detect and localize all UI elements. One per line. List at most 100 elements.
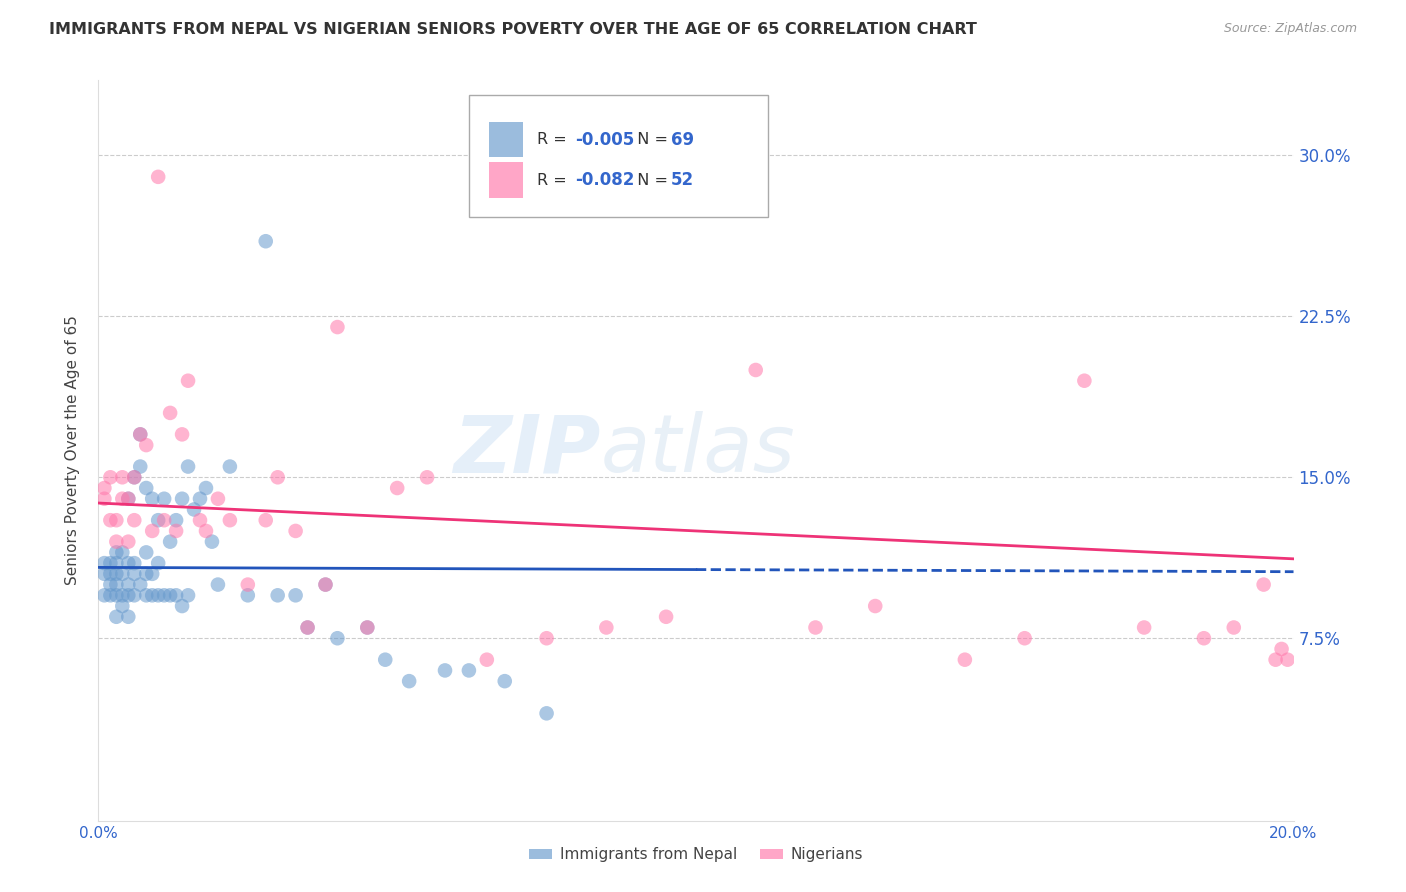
Text: 52: 52 [671,171,695,189]
Point [494,674,516,689]
Point [458,664,481,678]
Point [124,556,146,570]
Point [111,599,134,613]
Point [385,481,409,495]
Point [219,459,242,474]
Point [207,491,229,506]
Point [284,588,307,602]
Text: -0.082: -0.082 [575,171,634,189]
Point [93,588,115,602]
Point [315,577,337,591]
Point [105,566,128,581]
Point [475,653,498,667]
Point [165,588,187,602]
Text: IMMIGRANTS FROM NEPAL VS NIGERIAN SENIORS POVERTY OVER THE AGE OF 65 CORRELATION: IMMIGRANTS FROM NEPAL VS NIGERIAN SENIOR… [49,22,977,37]
Point [129,577,152,591]
Point [201,534,224,549]
Point [1073,374,1095,388]
FancyBboxPatch shape [470,95,768,218]
Point [111,566,134,581]
Point [111,545,134,559]
Point [315,577,337,591]
Point [105,609,128,624]
Point [236,588,259,602]
Point [745,363,768,377]
Point [398,674,420,689]
Point [148,556,170,570]
Text: 69: 69 [671,130,695,148]
Point [1277,653,1299,667]
Text: -0.005: -0.005 [575,130,634,148]
Point [195,524,218,538]
Point [284,524,307,538]
Point [111,491,134,506]
Point [129,459,152,474]
Point [865,599,887,613]
Point [105,545,128,559]
Point [153,513,176,527]
Point [804,620,827,634]
Point [124,566,146,581]
Point [93,566,115,581]
Text: R =: R = [537,173,572,187]
Point [124,470,146,484]
Point [135,481,157,495]
Point [165,524,187,538]
Point [117,491,139,506]
Point [326,320,349,334]
Legend: Immigrants from Nepal, Nigerians: Immigrants from Nepal, Nigerians [523,841,869,869]
Point [135,566,157,581]
Point [188,491,211,506]
Point [177,588,200,602]
Point [183,502,205,516]
Point [93,556,115,570]
Point [1014,632,1036,646]
Point [141,588,163,602]
Point [135,588,157,602]
Point [98,577,122,591]
Point [219,513,242,527]
Point [141,524,163,538]
Point [434,664,457,678]
Point [105,588,128,602]
Point [93,481,115,495]
Point [117,588,139,602]
Point [1223,620,1246,634]
Point [195,481,218,495]
Point [207,577,229,591]
Text: N =: N = [627,173,673,187]
Text: R =: R = [537,132,572,147]
Y-axis label: Seniors Poverty Over the Age of 65: Seniors Poverty Over the Age of 65 [65,316,80,585]
Point [117,556,139,570]
Point [124,513,146,527]
Point [111,470,134,484]
Point [105,534,128,549]
Point [267,588,290,602]
Point [148,588,170,602]
Point [111,588,134,602]
Point [141,491,163,506]
Point [172,599,194,613]
Point [172,427,194,442]
Point [1192,632,1215,646]
Point [129,427,152,442]
Text: ZIP: ZIP [453,411,600,490]
Point [141,566,163,581]
Bar [489,162,523,198]
Point [356,620,378,634]
Point [98,513,122,527]
Point [98,566,122,581]
Point [117,534,139,549]
Text: Source: ZipAtlas.com: Source: ZipAtlas.com [1223,22,1357,36]
Point [655,609,678,624]
Point [98,470,122,484]
Point [297,620,319,634]
Point [165,513,187,527]
Text: N =: N = [627,132,673,147]
Point [105,556,128,570]
Point [172,491,194,506]
Point [124,588,146,602]
Point [374,653,396,667]
Point [117,491,139,506]
Point [105,513,128,527]
